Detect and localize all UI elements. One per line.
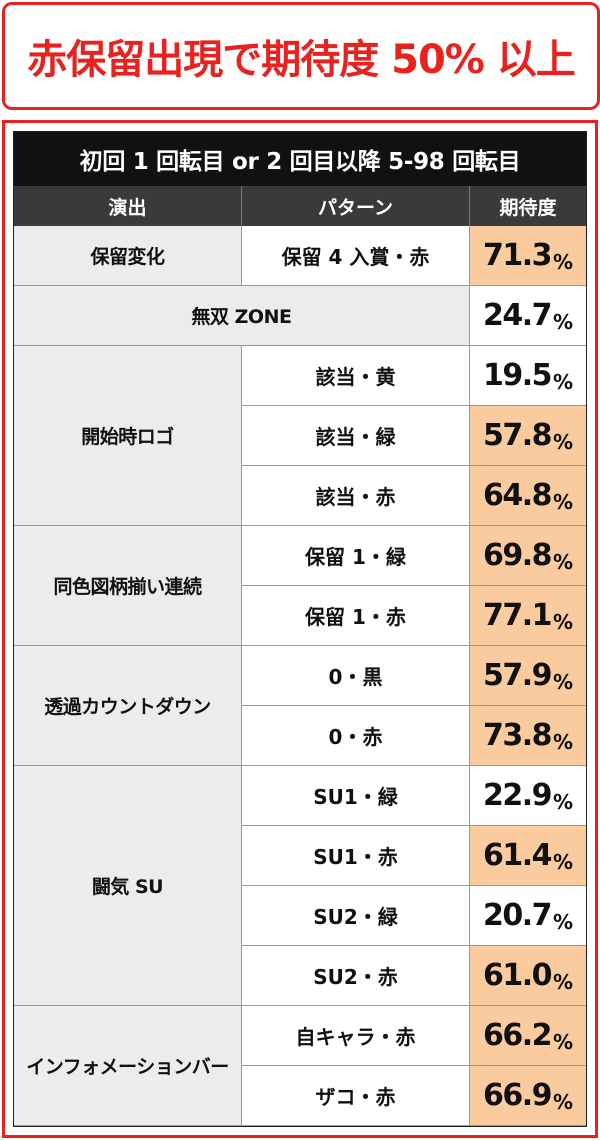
header-expectation: 期待度 <box>499 196 557 219</box>
percent-unit: % <box>552 1090 574 1114</box>
table-frame: 初回 1 回転目 or 2 回目以降 5-98 回転目 演出 パターン 期待度 … <box>2 120 598 1138</box>
expectation-value-cell: 64.8% <box>470 466 586 526</box>
header-effect: 演出 <box>14 186 242 226</box>
pattern-cell: 0・赤 <box>242 706 470 766</box>
expectation-value: 24.7 <box>482 298 553 333</box>
effect-name-cell: インフォメーションバー <box>14 1006 242 1126</box>
header-pattern: パターン <box>242 186 470 226</box>
expectation-value: 22.9 <box>482 778 553 813</box>
effect-name-cell: 無双 ZONE <box>14 286 470 346</box>
pattern-cell: 自キャラ・赤 <box>242 1006 470 1066</box>
expectation-value-cell: 19.5% <box>470 346 586 406</box>
pattern-cell: SU1・緑 <box>242 766 470 826</box>
expectation-value-cell: 61.4% <box>470 826 586 886</box>
pattern-cell: 保留 1・緑 <box>242 526 470 586</box>
percent-unit: % <box>552 670 574 694</box>
percent-unit: % <box>552 1030 574 1054</box>
expectation-value-cell: 66.9% <box>470 1066 586 1126</box>
expectation-value: 61.4 <box>482 838 553 873</box>
expectation-value: 61.0 <box>482 958 553 993</box>
expectation-value: 77.1 <box>482 598 553 633</box>
expectation-value: 73.8 <box>482 718 553 753</box>
effect-name-cell: 透過カウントダウン <box>14 646 242 766</box>
expectation-value: 66.9 <box>482 1078 553 1113</box>
expectation-value: 69.8 <box>482 538 553 573</box>
percent-unit: % <box>552 490 574 514</box>
expectation-value-cell: 20.7% <box>470 886 586 946</box>
percent-unit: % <box>552 250 574 274</box>
effect-name-cell: 開始時ロゴ <box>14 346 242 526</box>
expectation-value-cell: 77.1% <box>470 586 586 646</box>
percent-unit: % <box>552 370 574 394</box>
expectation-value-cell: 22.9% <box>470 766 586 826</box>
pattern-cell: 保留 1・赤 <box>242 586 470 646</box>
expectation-value: 71.3 <box>482 238 553 273</box>
pattern-cell: SU2・赤 <box>242 946 470 1006</box>
percent-unit: % <box>552 970 574 994</box>
expectation-value-cell: 61.0% <box>470 946 586 1006</box>
expectation-value: 66.2 <box>482 1018 553 1053</box>
effect-name-cell: 同色図柄揃い連続 <box>14 526 242 646</box>
headline-box: 赤保留出現で期待度 50% 以上 <box>2 2 600 110</box>
effect-name-cell: 闘気 SU <box>14 766 242 1006</box>
expectation-value: 57.9 <box>482 658 553 693</box>
expectation-value-cell: 57.8% <box>470 406 586 466</box>
expectation-value-cell: 73.8% <box>470 706 586 766</box>
percent-unit: % <box>552 910 574 934</box>
percent-unit: % <box>552 610 574 634</box>
expectation-value: 19.5 <box>482 358 553 393</box>
percent-unit: % <box>552 790 574 814</box>
pattern-cell: SU1・赤 <box>242 826 470 886</box>
expectation-value: 57.8 <box>482 418 553 453</box>
expectation-value-cell: 69.8% <box>470 526 586 586</box>
expectation-table: 初回 1 回転目 or 2 回目以降 5-98 回転目 演出 パターン 期待度 … <box>13 131 587 1127</box>
table-body: 保留変化 保留 4 入賞・赤 71.3% 無双 ZONE 24.7% 開始時ロゴ 該当・黄 1… <box>14 226 586 1126</box>
table-header-row: 演出 パターン 期待度 <box>14 186 586 226</box>
pattern-cell: ザコ・赤 <box>242 1066 470 1126</box>
expectation-value: 20.7 <box>482 898 553 933</box>
pattern-cell: 保留 4 入賞・赤 <box>242 226 470 286</box>
expectation-value-cell: 66.2% <box>470 1006 586 1066</box>
percent-unit: % <box>552 850 574 874</box>
pattern-cell: 該当・黄 <box>242 346 470 406</box>
percent-unit: % <box>552 430 574 454</box>
pattern-cell: SU2・緑 <box>242 886 470 946</box>
effect-name-cell: 保留変化 <box>14 226 242 286</box>
percent-unit: % <box>552 730 574 754</box>
pattern-cell: 0・黒 <box>242 646 470 706</box>
pattern-cell: 該当・緑 <box>242 406 470 466</box>
pattern-cell: 該当・赤 <box>242 466 470 526</box>
percent-unit: % <box>552 550 574 574</box>
expectation-value: 64.8 <box>482 478 553 513</box>
percent-unit: % <box>552 310 574 334</box>
expectation-value-cell: 71.3% <box>470 226 586 286</box>
headline: 赤保留出現で期待度 50% 以上 <box>27 37 576 83</box>
table-title: 初回 1 回転目 or 2 回目以降 5-98 回転目 <box>14 132 586 186</box>
expectation-value-cell: 24.7% <box>470 286 586 346</box>
expectation-value-cell: 57.9% <box>470 646 586 706</box>
